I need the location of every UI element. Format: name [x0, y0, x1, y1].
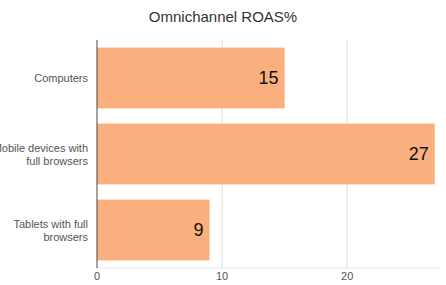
chart-container: Omnichannel ROAS% 0 10 20 15 27 9 Computers Mobi… [0, 0, 446, 285]
category-label: Computers [34, 72, 88, 84]
bar [97, 48, 285, 109]
data-label: 15 [259, 68, 279, 88]
bar [97, 124, 435, 185]
title: Omnichannel ROAS% [149, 8, 297, 25]
category-label: Tablets with fullbrowsers [13, 218, 88, 243]
tick-label: 20 [341, 270, 353, 282]
category-label: Mobile devices withfull browsers [0, 142, 88, 167]
tick-label: 0 [94, 270, 100, 282]
y-axis-line [97, 40, 98, 268]
x-axis-line [97, 268, 441, 269]
bars [97, 48, 435, 261]
bar [97, 200, 210, 261]
data-label: 9 [194, 220, 204, 240]
tick-label: 10 [216, 270, 228, 282]
labels: 15 27 9 [194, 68, 429, 240]
chart-svg: Omnichannel ROAS% 0 10 20 15 27 9 Computers Mobi… [0, 0, 446, 285]
data-label: 27 [409, 144, 429, 164]
